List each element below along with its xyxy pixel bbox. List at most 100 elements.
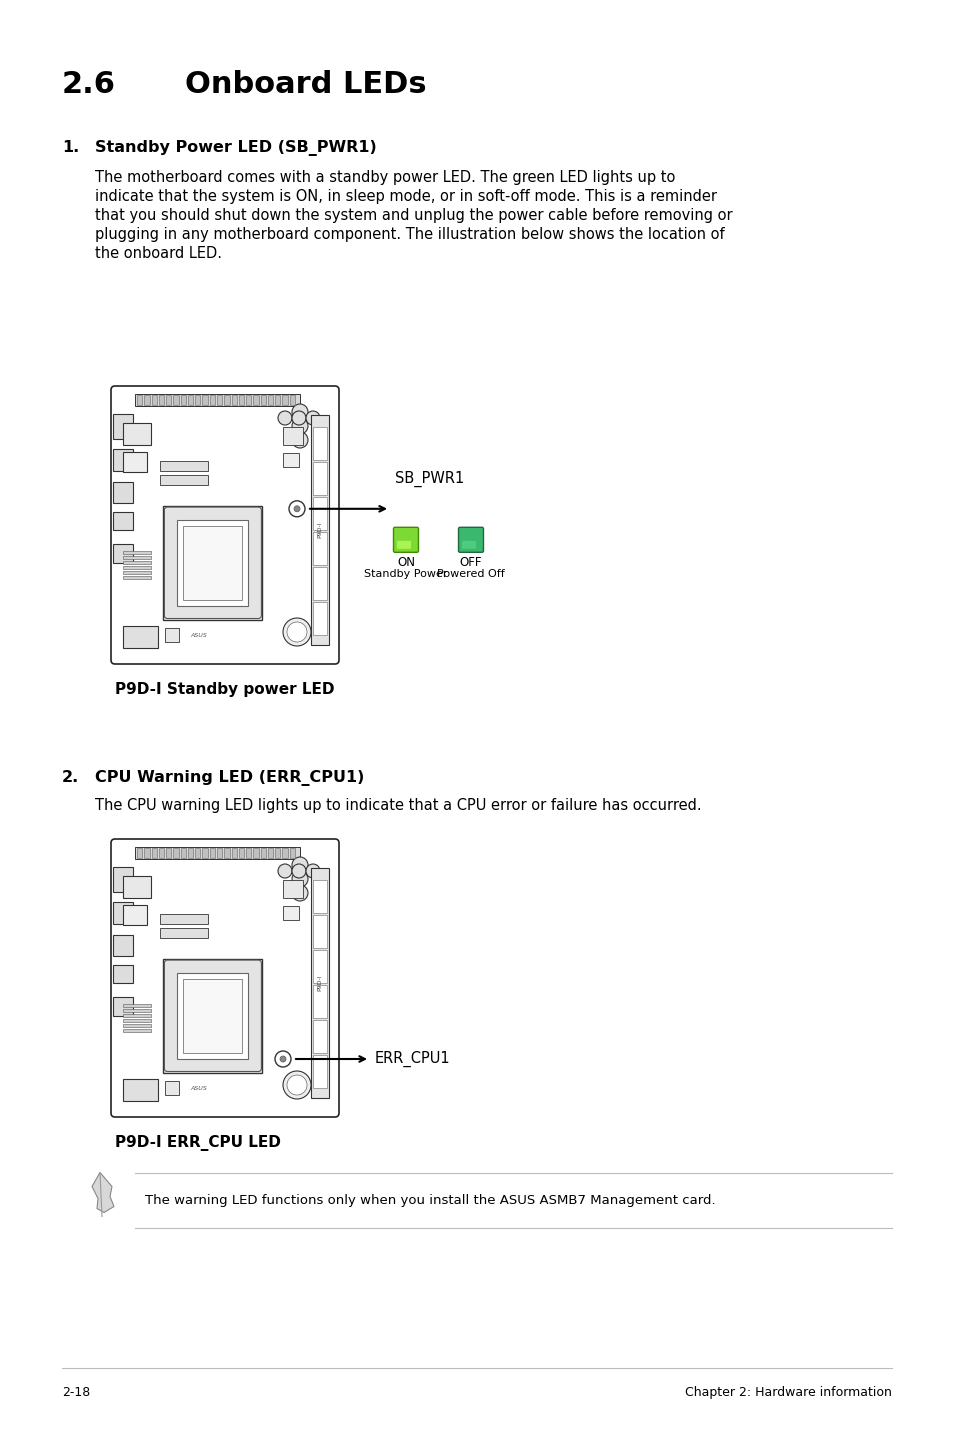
- Bar: [202, 848, 208, 858]
- Bar: [112, 935, 132, 956]
- Circle shape: [292, 864, 306, 879]
- Bar: [123, 1009, 151, 1012]
- Circle shape: [306, 864, 319, 879]
- Text: ERR_CPU1: ERR_CPU1: [375, 1051, 450, 1067]
- Bar: [144, 395, 150, 406]
- Bar: [144, 848, 150, 858]
- Bar: [313, 498, 327, 531]
- Bar: [283, 427, 303, 444]
- Bar: [123, 1030, 151, 1032]
- Bar: [232, 848, 236, 858]
- Bar: [112, 867, 132, 892]
- Circle shape: [292, 431, 308, 449]
- Text: 2.6: 2.6: [62, 70, 116, 99]
- Bar: [123, 1024, 151, 1027]
- Bar: [313, 567, 327, 600]
- Bar: [283, 453, 298, 467]
- Bar: [210, 848, 214, 858]
- Bar: [166, 848, 172, 858]
- Text: ON: ON: [396, 557, 415, 569]
- Bar: [112, 997, 132, 1015]
- Text: SB_PWR1: SB_PWR1: [395, 470, 464, 487]
- Bar: [282, 848, 288, 858]
- Bar: [112, 512, 132, 531]
- Bar: [165, 628, 179, 641]
- Bar: [152, 395, 156, 406]
- Bar: [123, 1004, 151, 1007]
- Bar: [112, 450, 132, 472]
- Text: indicate that the system is ON, in sleep mode, or in soft-off mode. This is a re: indicate that the system is ON, in sleep…: [95, 188, 717, 204]
- Circle shape: [289, 500, 305, 516]
- Bar: [112, 965, 132, 984]
- Bar: [180, 395, 186, 406]
- Bar: [123, 571, 151, 574]
- Bar: [260, 848, 266, 858]
- Text: the onboard LED.: the onboard LED.: [95, 246, 222, 262]
- FancyBboxPatch shape: [111, 838, 338, 1117]
- Text: P9D-I: P9D-I: [317, 975, 322, 991]
- Bar: [123, 567, 151, 569]
- Text: 1.: 1.: [62, 139, 79, 155]
- Bar: [274, 395, 280, 406]
- Bar: [282, 395, 288, 406]
- Text: Standby Power: Standby Power: [364, 569, 447, 580]
- Text: The motherboard comes with a standby power LED. The green LED lights up to: The motherboard comes with a standby pow…: [95, 170, 675, 186]
- Bar: [290, 848, 294, 858]
- Bar: [253, 395, 258, 406]
- Bar: [274, 848, 280, 858]
- Bar: [224, 395, 230, 406]
- Text: plugging in any motherboard component. The illustration below shows the location: plugging in any motherboard component. T…: [95, 227, 724, 242]
- Text: Standby Power LED (SB_PWR1): Standby Power LED (SB_PWR1): [95, 139, 376, 155]
- FancyBboxPatch shape: [461, 541, 476, 549]
- Bar: [158, 395, 164, 406]
- Bar: [311, 416, 329, 646]
- Circle shape: [287, 1076, 307, 1094]
- Bar: [183, 526, 242, 600]
- FancyBboxPatch shape: [396, 541, 411, 549]
- Circle shape: [306, 411, 319, 426]
- Bar: [313, 462, 327, 495]
- Bar: [188, 848, 193, 858]
- Bar: [123, 577, 151, 580]
- Circle shape: [292, 884, 308, 902]
- Bar: [224, 848, 230, 858]
- Bar: [123, 423, 151, 444]
- Bar: [216, 848, 222, 858]
- Bar: [180, 848, 186, 858]
- Text: Chapter 2: Hardware information: Chapter 2: Hardware information: [684, 1386, 891, 1399]
- Circle shape: [292, 857, 308, 873]
- Bar: [313, 603, 327, 636]
- Bar: [123, 452, 147, 472]
- Bar: [283, 906, 298, 920]
- FancyBboxPatch shape: [393, 528, 418, 552]
- Bar: [313, 915, 327, 948]
- Bar: [123, 1014, 151, 1017]
- Text: Powered Off: Powered Off: [436, 569, 504, 580]
- Text: CPU Warning LED (ERR_CPU1): CPU Warning LED (ERR_CPU1): [95, 769, 364, 787]
- Bar: [123, 561, 151, 564]
- Bar: [135, 847, 299, 858]
- Text: The CPU warning LED lights up to indicate that a CPU error or failure has occurr: The CPU warning LED lights up to indicat…: [95, 798, 700, 812]
- Bar: [163, 506, 262, 620]
- Bar: [177, 521, 248, 605]
- Circle shape: [292, 411, 306, 426]
- Circle shape: [287, 623, 307, 641]
- Bar: [268, 395, 273, 406]
- Bar: [313, 1055, 327, 1089]
- Text: P9D-I ERR_CPU LED: P9D-I ERR_CPU LED: [115, 1135, 280, 1150]
- Bar: [173, 848, 178, 858]
- Bar: [283, 880, 303, 897]
- Text: The warning LED functions only when you install the ASUS ASMB7 Management card.: The warning LED functions only when you …: [145, 1194, 715, 1206]
- Bar: [158, 848, 164, 858]
- Bar: [313, 532, 327, 565]
- Bar: [195, 848, 200, 858]
- Bar: [112, 544, 132, 562]
- Bar: [238, 395, 244, 406]
- Polygon shape: [91, 1172, 113, 1212]
- FancyBboxPatch shape: [458, 528, 483, 552]
- Text: P9D-I Standby power LED: P9D-I Standby power LED: [115, 682, 335, 697]
- Circle shape: [280, 1055, 286, 1063]
- Bar: [123, 1078, 158, 1102]
- Circle shape: [292, 871, 308, 887]
- Text: OFF: OFF: [459, 557, 482, 569]
